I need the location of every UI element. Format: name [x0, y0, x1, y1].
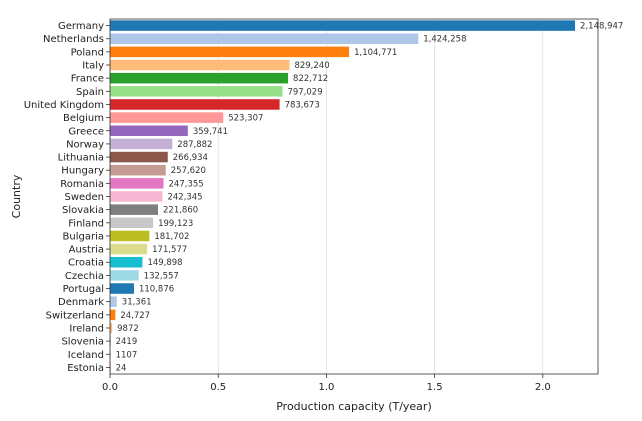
- data-label: 359,741: [193, 127, 228, 137]
- data-label: 31,361: [122, 298, 152, 308]
- y-tick-label: Sweden: [64, 192, 104, 203]
- bar: [110, 46, 350, 58]
- data-label: 9872: [117, 324, 139, 334]
- y-tick-label: Greece: [68, 126, 104, 137]
- y-tick-label: Germany: [58, 21, 104, 32]
- data-label: 257,620: [171, 166, 206, 176]
- data-label: 242,345: [167, 193, 202, 203]
- bar: [110, 270, 139, 281]
- bar: [110, 204, 159, 215]
- y-tick-label: United Kingdom: [24, 100, 104, 111]
- bar: [110, 151, 168, 163]
- bar: [110, 125, 188, 137]
- bar: [110, 99, 280, 110]
- bar: [110, 230, 150, 242]
- bar: [110, 283, 134, 294]
- data-label: 149,898: [147, 258, 182, 268]
- x-tick-label: 2.0: [535, 382, 551, 393]
- y-tick-label: Italy: [82, 61, 104, 72]
- bar: [110, 112, 224, 123]
- data-label: 822,712: [293, 74, 328, 84]
- y-tick-label: Finland: [68, 218, 104, 229]
- bar: [110, 86, 283, 97]
- bar: [110, 296, 117, 307]
- x-tick-label: 1.5: [427, 382, 443, 393]
- y-tick-label: Belgium: [63, 113, 104, 124]
- y-tick-label: Lithuania: [58, 153, 104, 164]
- bar: [110, 217, 154, 229]
- data-label: 2,148,947: [580, 22, 623, 32]
- data-label: 181,702: [154, 232, 189, 242]
- data-label: 221,860: [163, 206, 198, 216]
- y-tick-label: Czechia: [65, 271, 104, 282]
- bar: [110, 243, 148, 255]
- y-tick-label: Denmark: [58, 297, 104, 308]
- y-tick-label: Croatia: [68, 258, 104, 269]
- data-label: 247,355: [169, 179, 204, 189]
- bar: [110, 59, 290, 71]
- y-tick-label: Spain: [76, 87, 104, 98]
- y-tick-label: Slovenia: [61, 337, 104, 348]
- data-label: 1,424,258: [423, 35, 466, 45]
- y-tick-label: Poland: [71, 47, 104, 58]
- bars-group: [110, 20, 576, 373]
- y-axis-title: Country: [10, 174, 23, 218]
- data-label: 2419: [116, 337, 138, 347]
- x-tick-labels: 0.0 0.5 1.0 1.5 2.0: [102, 374, 551, 393]
- bar: [110, 20, 576, 31]
- data-label: 829,240: [294, 61, 329, 71]
- y-tick-label: Estonia: [67, 363, 104, 374]
- bar: [110, 309, 116, 321]
- y-tick-label: Netherlands: [43, 34, 104, 45]
- bar: [110, 164, 166, 176]
- data-label: 287,882: [177, 140, 212, 150]
- y-tick-label: Ireland: [69, 323, 104, 334]
- data-label: 1,104,771: [354, 48, 397, 58]
- data-label: 171,577: [152, 245, 187, 255]
- bar: [110, 178, 164, 189]
- data-label: 783,673: [285, 100, 320, 110]
- y-tick-label: Portugal: [63, 284, 104, 295]
- bar: [110, 72, 289, 84]
- data-label: 797,029: [287, 87, 322, 97]
- bar: [110, 191, 163, 202]
- plot-frame: [109, 18, 599, 375]
- data-label: 24,727: [120, 311, 150, 321]
- x-tick-label: 0.5: [210, 382, 226, 393]
- bar: [110, 33, 419, 44]
- data-label: 1107: [116, 350, 138, 360]
- data-label: 132,557: [144, 271, 179, 281]
- y-tick-label: France: [71, 74, 104, 85]
- data-label: 266,934: [173, 153, 208, 163]
- x-axis-title: Production capacity (T/year): [276, 400, 432, 413]
- y-tick-label: Austria: [69, 245, 104, 256]
- x-tick-label: 1.0: [318, 382, 334, 393]
- y-tick-label: Switzerland: [46, 310, 104, 321]
- y-tick-label: Iceland: [68, 350, 104, 361]
- data-label: 199,123: [158, 219, 193, 229]
- value-labels: 2,148,947 1,424,258 1,104,771 829,240 822,71…: [116, 22, 624, 374]
- y-tick-label: Hungary: [61, 166, 104, 177]
- data-label: 523,307: [228, 114, 263, 124]
- bar: [110, 138, 173, 150]
- bar: [110, 322, 113, 334]
- data-label: 24: [116, 363, 127, 373]
- bar: [110, 256, 143, 268]
- y-tick-label: Romania: [60, 179, 104, 190]
- y-tick-labels: Germany Netherlands Poland Italy France Spain…: [24, 21, 110, 374]
- y-tick-label: Slovakia: [62, 205, 104, 216]
- x-tick-label: 0.0: [102, 382, 118, 393]
- y-tick-label: Norway: [66, 139, 104, 150]
- y-tick-label: Bulgaria: [63, 231, 104, 242]
- data-label: 110,876: [139, 285, 174, 295]
